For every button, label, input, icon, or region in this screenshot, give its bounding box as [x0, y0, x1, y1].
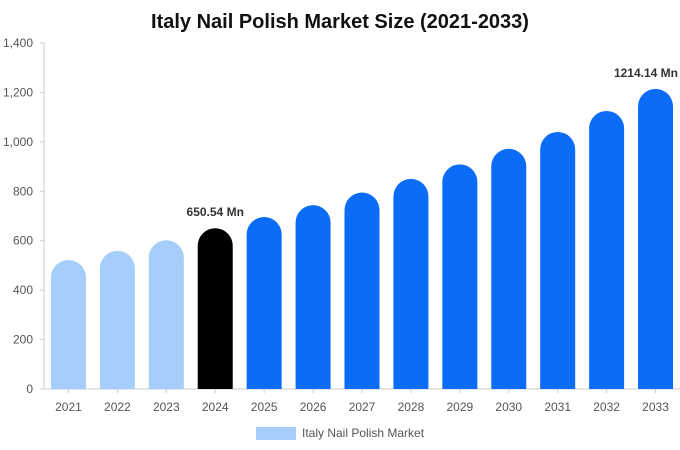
y-tick-label: 1,400 — [3, 36, 33, 50]
bars — [50, 88, 674, 390]
data-label-2024: 650.54 Mn — [187, 205, 244, 219]
legend-label: Italy Nail Polish Market — [302, 426, 425, 440]
axes: 0 200 400 600 800 1,000 1,200 1,400 2021 2022 2023… — [3, 36, 680, 414]
bar-2023 — [148, 240, 184, 389]
x-tick-label: 2025 — [251, 400, 278, 414]
bar-2027 — [344, 192, 380, 389]
data-label-2033: 1214.14 Mn — [614, 66, 678, 80]
x-tick-label: 2026 — [300, 400, 327, 414]
y-tick-label: 1,200 — [3, 85, 33, 99]
x-tick-label: 2023 — [153, 400, 180, 414]
y-tick-label: 1,000 — [3, 135, 33, 149]
bar-2031 — [540, 131, 576, 389]
bar-2028 — [393, 178, 429, 389]
bar-2033 — [638, 88, 674, 390]
bar-2022 — [99, 250, 135, 389]
x-tick-label: 2028 — [398, 400, 425, 414]
legend-swatch — [256, 427, 296, 440]
bar-2024 — [197, 228, 233, 389]
chart-title: Italy Nail Polish Market Size (2021-2033… — [151, 11, 529, 33]
y-tick-label: 0 — [26, 382, 33, 396]
bar-2025 — [246, 216, 282, 389]
y-tick-label: 800 — [13, 184, 33, 198]
x-tick-label: 2030 — [495, 400, 522, 414]
bar-2021 — [50, 259, 86, 389]
x-tick-label: 2031 — [544, 400, 571, 414]
x-tick-label: 2027 — [349, 400, 376, 414]
y-tick-label: 400 — [13, 283, 33, 297]
x-tick-label: 2024 — [202, 400, 229, 414]
y-tick-label: 600 — [13, 234, 33, 248]
bar-2026 — [295, 205, 331, 389]
x-tick-label: 2032 — [593, 400, 620, 414]
x-tick-label: 2029 — [446, 400, 473, 414]
bar-2032 — [589, 110, 625, 389]
x-tick-label: 2033 — [642, 400, 669, 414]
x-tick-label: 2021 — [55, 400, 82, 414]
data-labels: 650.54 Mn 1214.14 Mn — [187, 66, 678, 219]
x-tick-label: 2022 — [104, 400, 131, 414]
bar-2029 — [442, 164, 478, 389]
bar-2030 — [491, 148, 527, 389]
y-tick-label: 200 — [13, 333, 33, 347]
legend: Italy Nail Polish Market — [256, 426, 425, 440]
